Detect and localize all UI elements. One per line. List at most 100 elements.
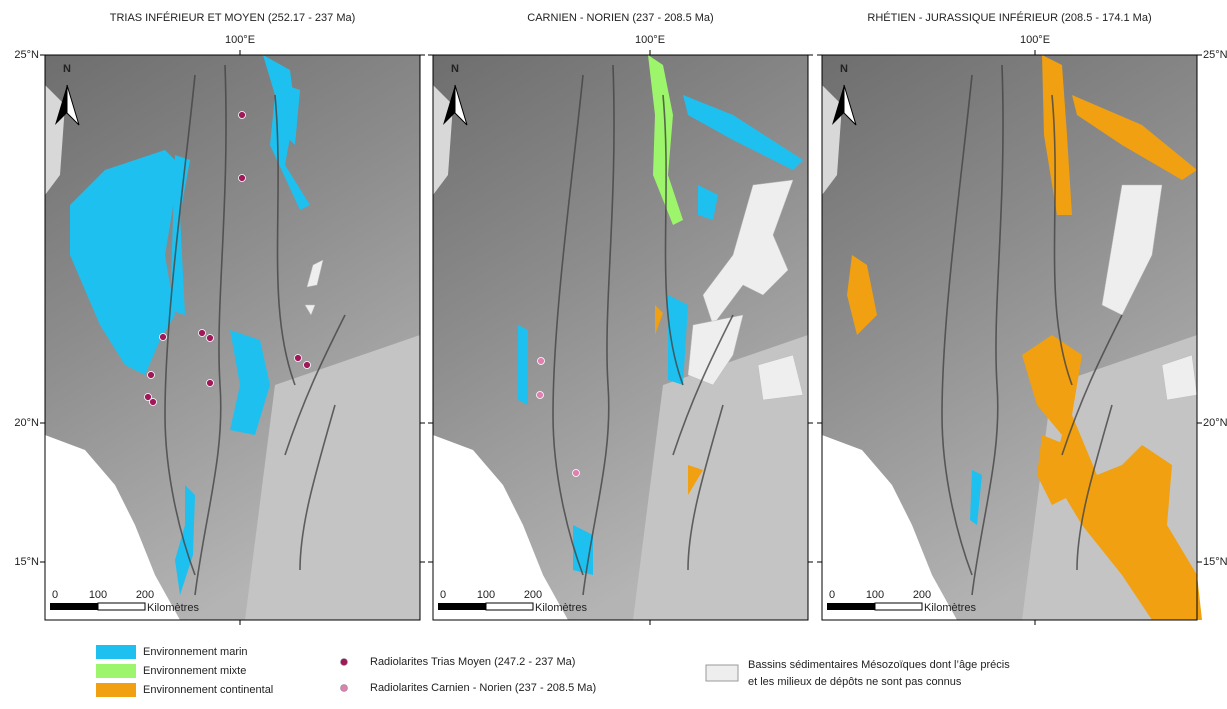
fault-line [164,74,196,576]
lon-label: 100°E [1020,34,1050,46]
legend-marker [340,658,348,666]
north-arrow [843,84,857,126]
scale-label: 0 [52,589,58,601]
radiolarite-site [206,334,214,342]
scale-label: 100 [866,589,884,601]
deposit-area [655,305,663,335]
lon-label: 100°E [225,34,255,46]
scale-bar [485,602,534,611]
radiolarite-site [144,393,152,401]
north-arrow [443,85,455,125]
deposit-area [175,485,195,595]
radiolarite-site [238,174,246,182]
legend-swatch [96,683,136,697]
scale-label: 200 [136,589,154,601]
lowland [633,335,808,620]
radiolarite-site [198,329,206,337]
sea [433,435,568,620]
deposit-area [698,185,718,220]
sea [822,435,957,620]
deposit-area [285,85,300,145]
radiolarite-site [536,391,544,399]
deposit-area [1072,95,1197,180]
deposit-area [1042,55,1072,215]
scale-label: 200 [913,589,931,601]
deposit-area [304,304,316,316]
north-label: N [63,63,71,75]
north-arrow [66,84,80,126]
fault-line [582,64,615,596]
scale-bar [97,602,146,611]
north-label: N [840,63,848,75]
deposit-area [970,470,982,525]
scale-bar [438,603,486,610]
radiolarite-site [537,357,545,365]
lat-label: 15°N [1203,556,1227,568]
fault-line [941,74,973,576]
lowland [245,335,420,620]
map-panel: 100°E CARNIEN - NORIEN (237 - 208.5 Ma) N 0… [428,12,813,625]
scale-unit: Kilomètres [147,602,199,614]
north-arrow [55,85,67,125]
radiolarite-site [303,361,311,369]
scale-label: 0 [440,589,446,601]
scale-label: 100 [477,589,495,601]
north-label: N [451,63,459,75]
panel-frame [432,54,809,621]
legend-label: Environnement marin [143,646,248,658]
lat-label: 25°N [14,49,39,61]
fault-line [662,94,684,386]
sea [45,435,180,620]
fault-line [687,404,724,571]
deposit-area [757,354,804,401]
scale-label: 100 [89,589,107,601]
radiolarite-site [294,354,302,362]
north-arrow [832,85,844,125]
lon-label: 100°E [635,34,665,46]
map-panel: 100°E RHÉTIEN - JURASSIQUE INFÉRIEUR (208… [817,11,1202,625]
deposit-area [170,155,190,315]
deposit-area [518,325,528,405]
scale-bar [50,603,98,610]
legend-marker [340,684,348,692]
fault-line [274,94,296,386]
panel-title: CARNIEN - NORIEN (237 - 208.5 Ma) [527,12,713,24]
panel-title: TRIAS INFÉRIEUR ET MOYEN (252.17 - 237 M… [110,11,356,24]
legend-label: Environnement continental [143,684,273,696]
radiolarite-site [147,371,155,379]
scale-unit: Kilomètres [924,602,976,614]
fault-line [552,74,584,576]
legend-label: Environnement mixte [143,665,246,677]
fault-line [1061,314,1123,456]
deposit-area [702,179,794,326]
scale-bar [874,602,923,611]
panel-title: RHÉTIEN - JURASSIQUE INFÉRIEUR (208.5 - … [867,11,1151,24]
legend-swatch [96,645,136,659]
scale-unit: Kilomètres [535,602,587,614]
deposit-area [683,95,803,170]
radiolarite-site [572,469,580,477]
deposit-area [668,295,688,385]
fault-line [194,64,227,596]
fault-line [672,314,734,456]
deposit-area [688,465,703,495]
map-panel: 100°E TRIAS INFÉRIEUR ET MOYEN (252.17 - … [40,11,425,625]
deposit-area [1022,335,1202,620]
lat-label: 25°N [1203,49,1227,61]
scale-label: 200 [524,589,542,601]
fault-line [284,314,346,456]
legend-label: Bassins sédimentaires Mésozoïques dont l… [748,659,1010,671]
scale-label: 0 [829,589,835,601]
fault-line [1076,404,1113,571]
radiolarite-site [159,333,167,341]
legend-label: et les milieux de dépôts ne sont pas con… [748,676,962,688]
lat-label: 15°N [14,556,39,568]
north-arrow [454,84,468,126]
scale-bar [827,603,875,610]
panel-frame [44,54,421,621]
deposit-area [847,255,877,335]
legend-swatch [705,664,739,682]
deposit-area [70,150,180,375]
fault-line [971,64,1004,596]
